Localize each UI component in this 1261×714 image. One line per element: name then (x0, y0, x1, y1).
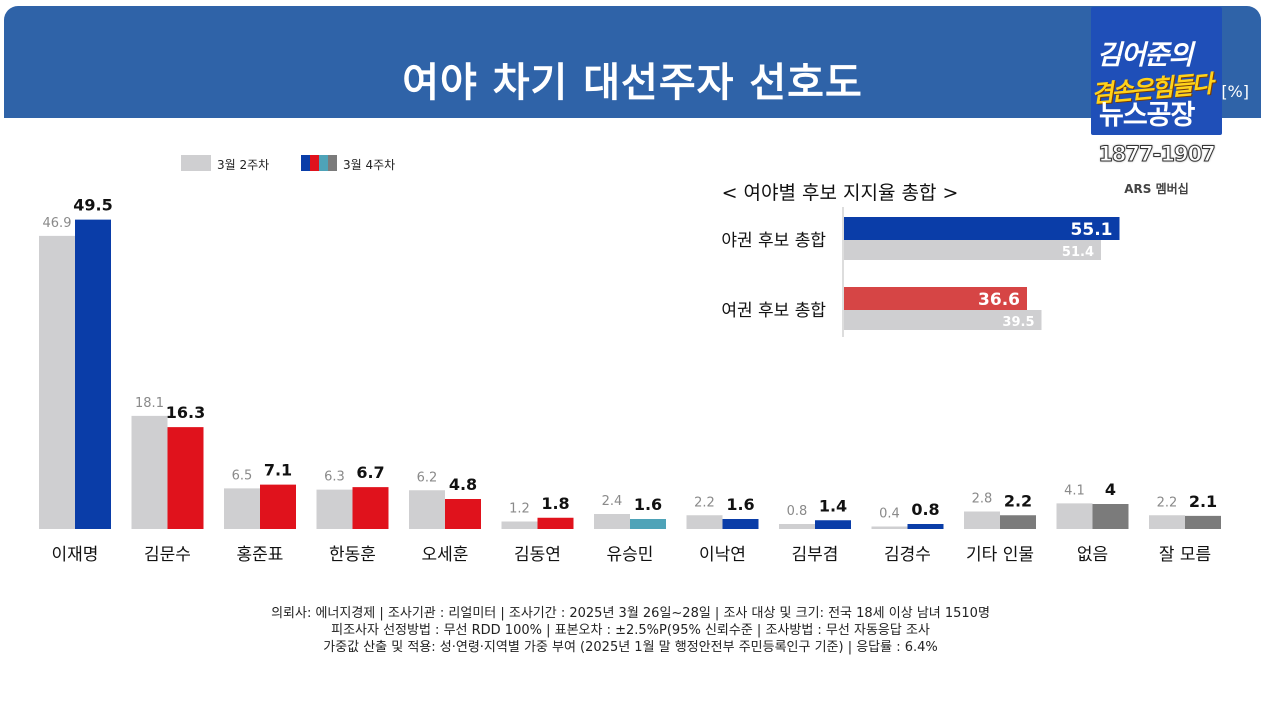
bar-prev-6 (594, 514, 630, 529)
category-label-2: 홍준표 (237, 545, 284, 565)
bar-curr-4 (445, 499, 481, 529)
value-label-curr-7: 1.6 (726, 495, 754, 514)
value-label-prev-8: 0.8 (787, 504, 808, 519)
category-label-0: 이재명 (52, 545, 99, 565)
value-label-curr-4: 4.8 (449, 475, 477, 494)
bar-curr-11 (1092, 504, 1129, 529)
category-label-11: 없음 (1077, 545, 1108, 565)
value-label-curr-6: 1.6 (634, 495, 662, 514)
value-label-prev-5: 1.2 (509, 502, 530, 517)
category-label-1: 김문수 (144, 545, 191, 565)
inset-value-curr-0: 55.1 (1071, 220, 1113, 240)
legend-swatch-curr (301, 155, 337, 171)
value-label-curr-10: 2.2 (1004, 491, 1032, 510)
footnote-line-3: 가중값 산출 및 적용: 성·연령·지역별 가중 부여 (2025년 1월 말 … (323, 640, 938, 655)
footnote-line-1: 의뢰사: 에너지경제 | 조사기관 : 리얼미터 | 조사기간 : 2025년 … (271, 606, 990, 621)
category-label-10: 기타 인물 (966, 545, 1034, 565)
inset-value-prev-1: 39.5 (1002, 315, 1034, 330)
inset-bar-prev-1 (844, 310, 1042, 330)
bar-curr-0 (75, 219, 111, 529)
inset-category-label-0: 야권 후보 총합 (721, 231, 826, 251)
bar-curr-12 (1185, 515, 1221, 529)
legend-label-curr: 3월 4주차 (343, 158, 396, 172)
survey-footnote: 의뢰사: 에너지경제 | 조사기관 : 리얼미터 | 조사기간 : 2025년 … (0, 605, 1261, 656)
value-label-prev-12: 2.2 (1157, 495, 1178, 510)
unit-label: [%] (1221, 82, 1249, 101)
inset-value-prev-0: 51.4 (1062, 245, 1094, 260)
value-label-prev-6: 2.4 (602, 494, 623, 509)
value-label-curr-11: 4 (1105, 480, 1116, 499)
value-label-prev-9: 0.4 (879, 507, 900, 522)
value-label-curr-9: 0.8 (911, 500, 939, 519)
bar-curr-10 (1000, 515, 1036, 529)
category-label-9: 김경수 (884, 545, 931, 565)
value-label-curr-5: 1.8 (541, 494, 569, 513)
inset-bar-curr-0 (844, 217, 1120, 240)
value-label-curr-2: 7.1 (264, 461, 292, 480)
inset-bar-curr-1 (844, 287, 1027, 310)
value-label-prev-4: 6.2 (417, 470, 438, 485)
logo-line-1: 김어준의 (1097, 40, 1193, 71)
inset-value-curr-1: 36.6 (978, 290, 1020, 310)
bar-prev-3 (316, 489, 353, 529)
bar-prev-7 (686, 515, 723, 529)
channel-logo: 김어준의 겸손은힘들다 뉴스공장 (1091, 7, 1222, 135)
inset-title: < 여야별 후보 지지율 총합 > (721, 182, 959, 204)
bar-prev-4 (409, 490, 445, 529)
bar-curr-1 (167, 427, 204, 529)
bar-prev-8 (779, 524, 815, 529)
title-banner: 여야 차기 대선주자 선호도 [%] (4, 6, 1261, 118)
logo-subtitle: ARS 멤버십 (1124, 182, 1189, 196)
bar-prev-1 (131, 415, 168, 529)
bar-curr-9 (907, 524, 944, 529)
category-label-4: 오세훈 (422, 545, 469, 565)
category-label-8: 김부겸 (792, 545, 839, 565)
value-label-prev-2: 6.5 (232, 468, 253, 483)
value-label-prev-1: 18.1 (135, 396, 164, 411)
bar-prev-10 (964, 511, 1000, 529)
bar-prev-0 (39, 235, 75, 529)
bar-curr-5 (537, 517, 574, 529)
bar-prev-12 (1149, 515, 1185, 529)
value-label-prev-3: 6.3 (324, 470, 345, 485)
category-label-3: 한동훈 (329, 545, 376, 565)
bar-prev-11 (1056, 503, 1093, 529)
logo-line-3: 뉴스공장 (1099, 100, 1195, 131)
bar-prev-5 (501, 521, 538, 529)
value-label-prev-0: 46.9 (43, 216, 72, 231)
category-label-7: 이낙연 (699, 545, 746, 565)
value-label-curr-12: 2.1 (1189, 492, 1217, 511)
category-label-12: 잘 모름 (1159, 545, 1211, 565)
value-label-curr-1: 16.3 (166, 403, 205, 422)
bar-prev-2 (224, 488, 260, 529)
value-label-curr-3: 6.7 (356, 463, 384, 482)
inset-category-label-1: 여권 후보 총합 (721, 301, 826, 321)
logo-phone-number: 1877-1907 (1098, 142, 1217, 167)
value-label-prev-10: 2.8 (972, 492, 993, 507)
value-label-prev-7: 2.2 (694, 495, 715, 510)
legend-swatch-prev (181, 155, 211, 171)
bar-curr-6 (630, 519, 666, 529)
inset-bar-prev-0 (844, 240, 1101, 260)
category-label-6: 유승민 (607, 545, 654, 565)
value-label-curr-8: 1.4 (819, 496, 847, 515)
value-label-prev-11: 4.1 (1064, 483, 1085, 498)
legend-label-prev: 3월 2주차 (217, 158, 270, 172)
category-label-5: 김동연 (514, 545, 561, 565)
bar-curr-3 (352, 487, 389, 529)
bar-curr-8 (815, 520, 851, 529)
bar-curr-2 (260, 484, 296, 529)
bar-curr-7 (722, 519, 759, 529)
bar-prev-9 (871, 526, 908, 529)
footnote-line-2: 피조사자 선정방법 : 무선 RDD 100% | 표본오차 : ±2.5%P(… (331, 623, 930, 638)
value-label-curr-0: 49.5 (73, 196, 112, 215)
page-title: 여야 차기 대선주자 선호도 (402, 60, 863, 106)
